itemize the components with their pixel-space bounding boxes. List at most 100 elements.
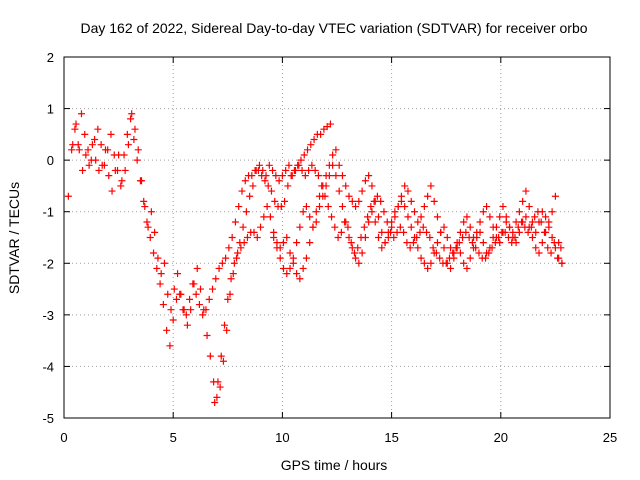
data-point <box>206 352 214 360</box>
data-point <box>301 172 309 180</box>
data-point <box>332 146 340 154</box>
data-point <box>270 234 278 241</box>
data-point <box>296 275 304 283</box>
data-point <box>407 223 415 231</box>
data-point <box>358 249 366 257</box>
data-point <box>368 208 376 216</box>
data-point <box>476 218 484 226</box>
data-point <box>373 192 381 200</box>
data-point <box>414 218 422 226</box>
data-point <box>227 275 235 283</box>
data-point <box>338 172 346 180</box>
data-point <box>156 280 164 288</box>
data-point <box>411 208 419 216</box>
data-point <box>355 259 363 267</box>
data-point <box>499 203 507 211</box>
data-point <box>246 192 254 200</box>
data-point <box>486 244 494 252</box>
y-tick-label: -5 <box>42 411 54 426</box>
data-point <box>378 228 386 236</box>
data-point <box>205 295 213 303</box>
data-point <box>316 192 324 200</box>
data-point <box>167 306 175 314</box>
data-point <box>374 213 382 221</box>
data-point <box>400 228 408 236</box>
data-point <box>131 125 139 133</box>
data-point <box>532 244 540 252</box>
data-point <box>141 203 149 211</box>
data-point <box>538 208 546 216</box>
data-point <box>79 166 87 174</box>
data-point <box>344 223 352 231</box>
data-point <box>496 213 504 221</box>
data-point <box>130 136 138 144</box>
data-point <box>317 130 325 138</box>
data-point <box>404 213 412 221</box>
data-point <box>307 141 315 149</box>
data-point <box>71 125 79 133</box>
data-point <box>143 218 151 226</box>
data-point <box>403 239 411 247</box>
x-tick-label: 10 <box>275 430 289 445</box>
data-point <box>463 213 471 221</box>
data-point <box>365 218 373 226</box>
data-point <box>367 203 375 211</box>
data-point <box>282 166 290 174</box>
data-point <box>272 172 280 180</box>
data-point <box>160 259 168 267</box>
data-point <box>153 264 161 272</box>
data-point <box>335 187 343 195</box>
data-point <box>345 192 353 200</box>
data-point <box>394 203 402 211</box>
data-point <box>203 331 211 339</box>
data-point <box>144 223 152 231</box>
data-point <box>314 172 322 180</box>
data-point <box>528 234 536 241</box>
data-point <box>281 197 289 205</box>
data-point <box>306 213 314 221</box>
data-point <box>420 203 428 211</box>
y-tick-label: -3 <box>42 308 54 323</box>
data-point <box>312 208 320 216</box>
data-point <box>218 259 226 267</box>
data-point <box>332 172 340 180</box>
data-point <box>98 161 106 169</box>
y-tick-label: 0 <box>47 153 54 168</box>
data-point <box>134 146 142 154</box>
data-point <box>276 244 284 252</box>
data-point <box>123 130 131 138</box>
data-point <box>443 259 451 267</box>
data-point <box>195 301 203 309</box>
data-point <box>338 203 346 211</box>
data-point <box>325 161 333 169</box>
data-point <box>115 151 123 159</box>
data-point <box>512 239 520 247</box>
data-point <box>555 254 563 262</box>
data-point <box>316 203 324 211</box>
y-tick-label: -2 <box>42 256 54 271</box>
data-point <box>551 192 559 200</box>
data-point <box>380 208 388 216</box>
data-point <box>118 177 126 185</box>
data-point <box>151 228 159 236</box>
data-point <box>544 244 552 252</box>
data-point <box>368 182 376 190</box>
data-point <box>237 244 245 252</box>
data-point <box>219 357 227 365</box>
y-tick-label: 2 <box>47 50 54 65</box>
data-point <box>257 223 265 231</box>
data-point <box>302 254 310 262</box>
data-point <box>371 197 379 205</box>
data-point <box>222 254 230 262</box>
data-point <box>299 264 307 272</box>
data-point <box>283 234 291 241</box>
data-point <box>328 213 336 221</box>
data-point <box>334 234 342 241</box>
data-point <box>525 223 533 231</box>
data-point <box>519 218 527 226</box>
data-point <box>342 182 350 190</box>
data-point <box>404 187 412 195</box>
data-point <box>364 213 372 221</box>
data-point <box>286 249 294 257</box>
data-point <box>278 172 286 180</box>
